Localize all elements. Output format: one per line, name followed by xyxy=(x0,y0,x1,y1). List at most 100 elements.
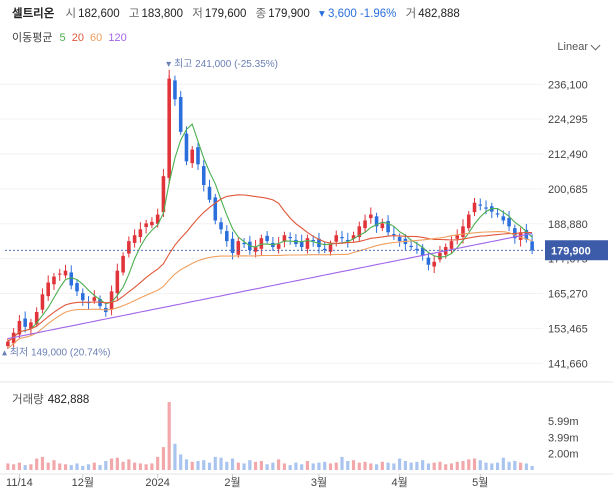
ma-5-label[interactable]: 5 xyxy=(59,32,66,44)
scale-label: Linear xyxy=(557,41,588,53)
ma-120-line xyxy=(7,232,533,340)
volume-bar xyxy=(495,462,500,470)
volume-bar xyxy=(421,460,425,470)
candle-body xyxy=(236,241,241,255)
volume-bar xyxy=(127,459,131,470)
volume-bar xyxy=(530,465,534,470)
y-tick-label: 224,295 xyxy=(548,114,588,126)
moving-average-legend: 이동평균 5 20 60 120 xyxy=(12,29,130,45)
volume-bar xyxy=(138,463,142,470)
candle-body xyxy=(432,261,436,267)
volume-bar xyxy=(12,464,16,470)
candle-body xyxy=(207,186,212,200)
volume-bar xyxy=(294,462,298,470)
volume-bar xyxy=(415,461,419,470)
volume-bar xyxy=(35,458,39,470)
candle-body xyxy=(155,214,160,224)
candle-body xyxy=(415,248,419,250)
volume-bar xyxy=(519,462,523,470)
candle-body xyxy=(259,238,264,249)
candle-body xyxy=(29,322,33,329)
ma-60-line xyxy=(7,231,533,349)
candle-body xyxy=(478,204,483,206)
ma-20-label[interactable]: 20 xyxy=(71,32,84,44)
candle-body xyxy=(299,241,304,248)
volume-bar xyxy=(121,461,125,470)
volume-bar xyxy=(58,463,62,470)
volume-tick-label: 3.99m xyxy=(548,432,579,444)
volume-bar xyxy=(81,465,85,470)
candle-body xyxy=(340,237,344,239)
candle-body xyxy=(507,218,511,227)
candle-body xyxy=(438,252,442,260)
volume-tick-label: 5.99m xyxy=(548,416,579,428)
candle-body xyxy=(6,341,10,347)
scale-toggle[interactable]: Linear xyxy=(557,40,601,53)
volume-bar xyxy=(490,463,494,470)
y-tick-label: 200,685 xyxy=(548,184,588,196)
volume-bar xyxy=(317,462,321,470)
candle-body xyxy=(265,235,269,242)
open-label: 시 xyxy=(65,8,77,20)
volume-bar xyxy=(334,462,338,470)
candle-body xyxy=(380,223,385,229)
moving-average-label: 이동평균 xyxy=(12,32,53,44)
volume-bar xyxy=(351,460,356,470)
volume-bar xyxy=(63,464,68,470)
candle-body xyxy=(426,257,431,265)
candle-body xyxy=(161,176,166,213)
candle-body xyxy=(311,239,315,242)
volume-bar xyxy=(277,459,281,470)
candle-body xyxy=(121,255,125,273)
candle-body xyxy=(305,238,310,249)
candle-body xyxy=(213,197,218,221)
candle-body xyxy=(178,96,183,132)
volume-bar xyxy=(109,458,114,470)
volume-bar xyxy=(207,462,212,470)
candle-body xyxy=(46,282,50,297)
min-annotation: ▴ 최저 149,000 (20.74%) xyxy=(2,347,110,359)
volume-bar xyxy=(236,462,240,470)
ma-120-label[interactable]: 120 xyxy=(108,32,127,44)
candle-body xyxy=(184,133,189,162)
volume-bar xyxy=(52,460,56,470)
volume-bar xyxy=(340,456,344,470)
candle-body xyxy=(253,247,258,252)
candle-body xyxy=(466,214,471,229)
volume-bar xyxy=(75,463,79,470)
volume-bar xyxy=(369,463,373,470)
volume-bar xyxy=(6,463,10,470)
x-tick-label: 3월 xyxy=(311,476,327,489)
volume-bar xyxy=(86,464,91,470)
volume-bar xyxy=(248,460,252,470)
candle-body xyxy=(138,229,143,237)
volume-bar xyxy=(323,461,327,470)
ma-20-line xyxy=(7,194,533,343)
volume-bar xyxy=(69,465,73,470)
candle-body xyxy=(69,272,74,286)
volume-bar xyxy=(196,460,200,470)
candle-body xyxy=(40,294,45,310)
candle-body xyxy=(420,247,425,256)
max-annotation: ▾ 최고 241,000 (-25.35%) xyxy=(166,58,278,70)
candle-body xyxy=(397,237,402,242)
candle-body xyxy=(115,270,120,294)
y-tick-label: 236,100 xyxy=(548,79,588,91)
ma-60-label[interactable]: 60 xyxy=(90,32,103,44)
y-tick-label: 212,490 xyxy=(548,149,588,161)
volume-bar xyxy=(265,464,269,470)
candle-body xyxy=(276,244,281,249)
volume-bar xyxy=(213,456,217,470)
volume-bar xyxy=(311,463,315,470)
volume-label: 거 xyxy=(405,8,417,20)
high-value: 183,800 xyxy=(141,8,184,20)
volume-bar xyxy=(190,461,194,470)
candle-body xyxy=(495,213,500,215)
candle-body xyxy=(392,234,396,236)
change-value: ▾ 3,600 -1.96% xyxy=(319,8,397,20)
volume-bar xyxy=(386,462,390,470)
volume-tick-label: 2.00m xyxy=(548,449,579,461)
current-price-tag xyxy=(545,240,608,261)
stock-name: 셀트리온 xyxy=(12,8,55,20)
